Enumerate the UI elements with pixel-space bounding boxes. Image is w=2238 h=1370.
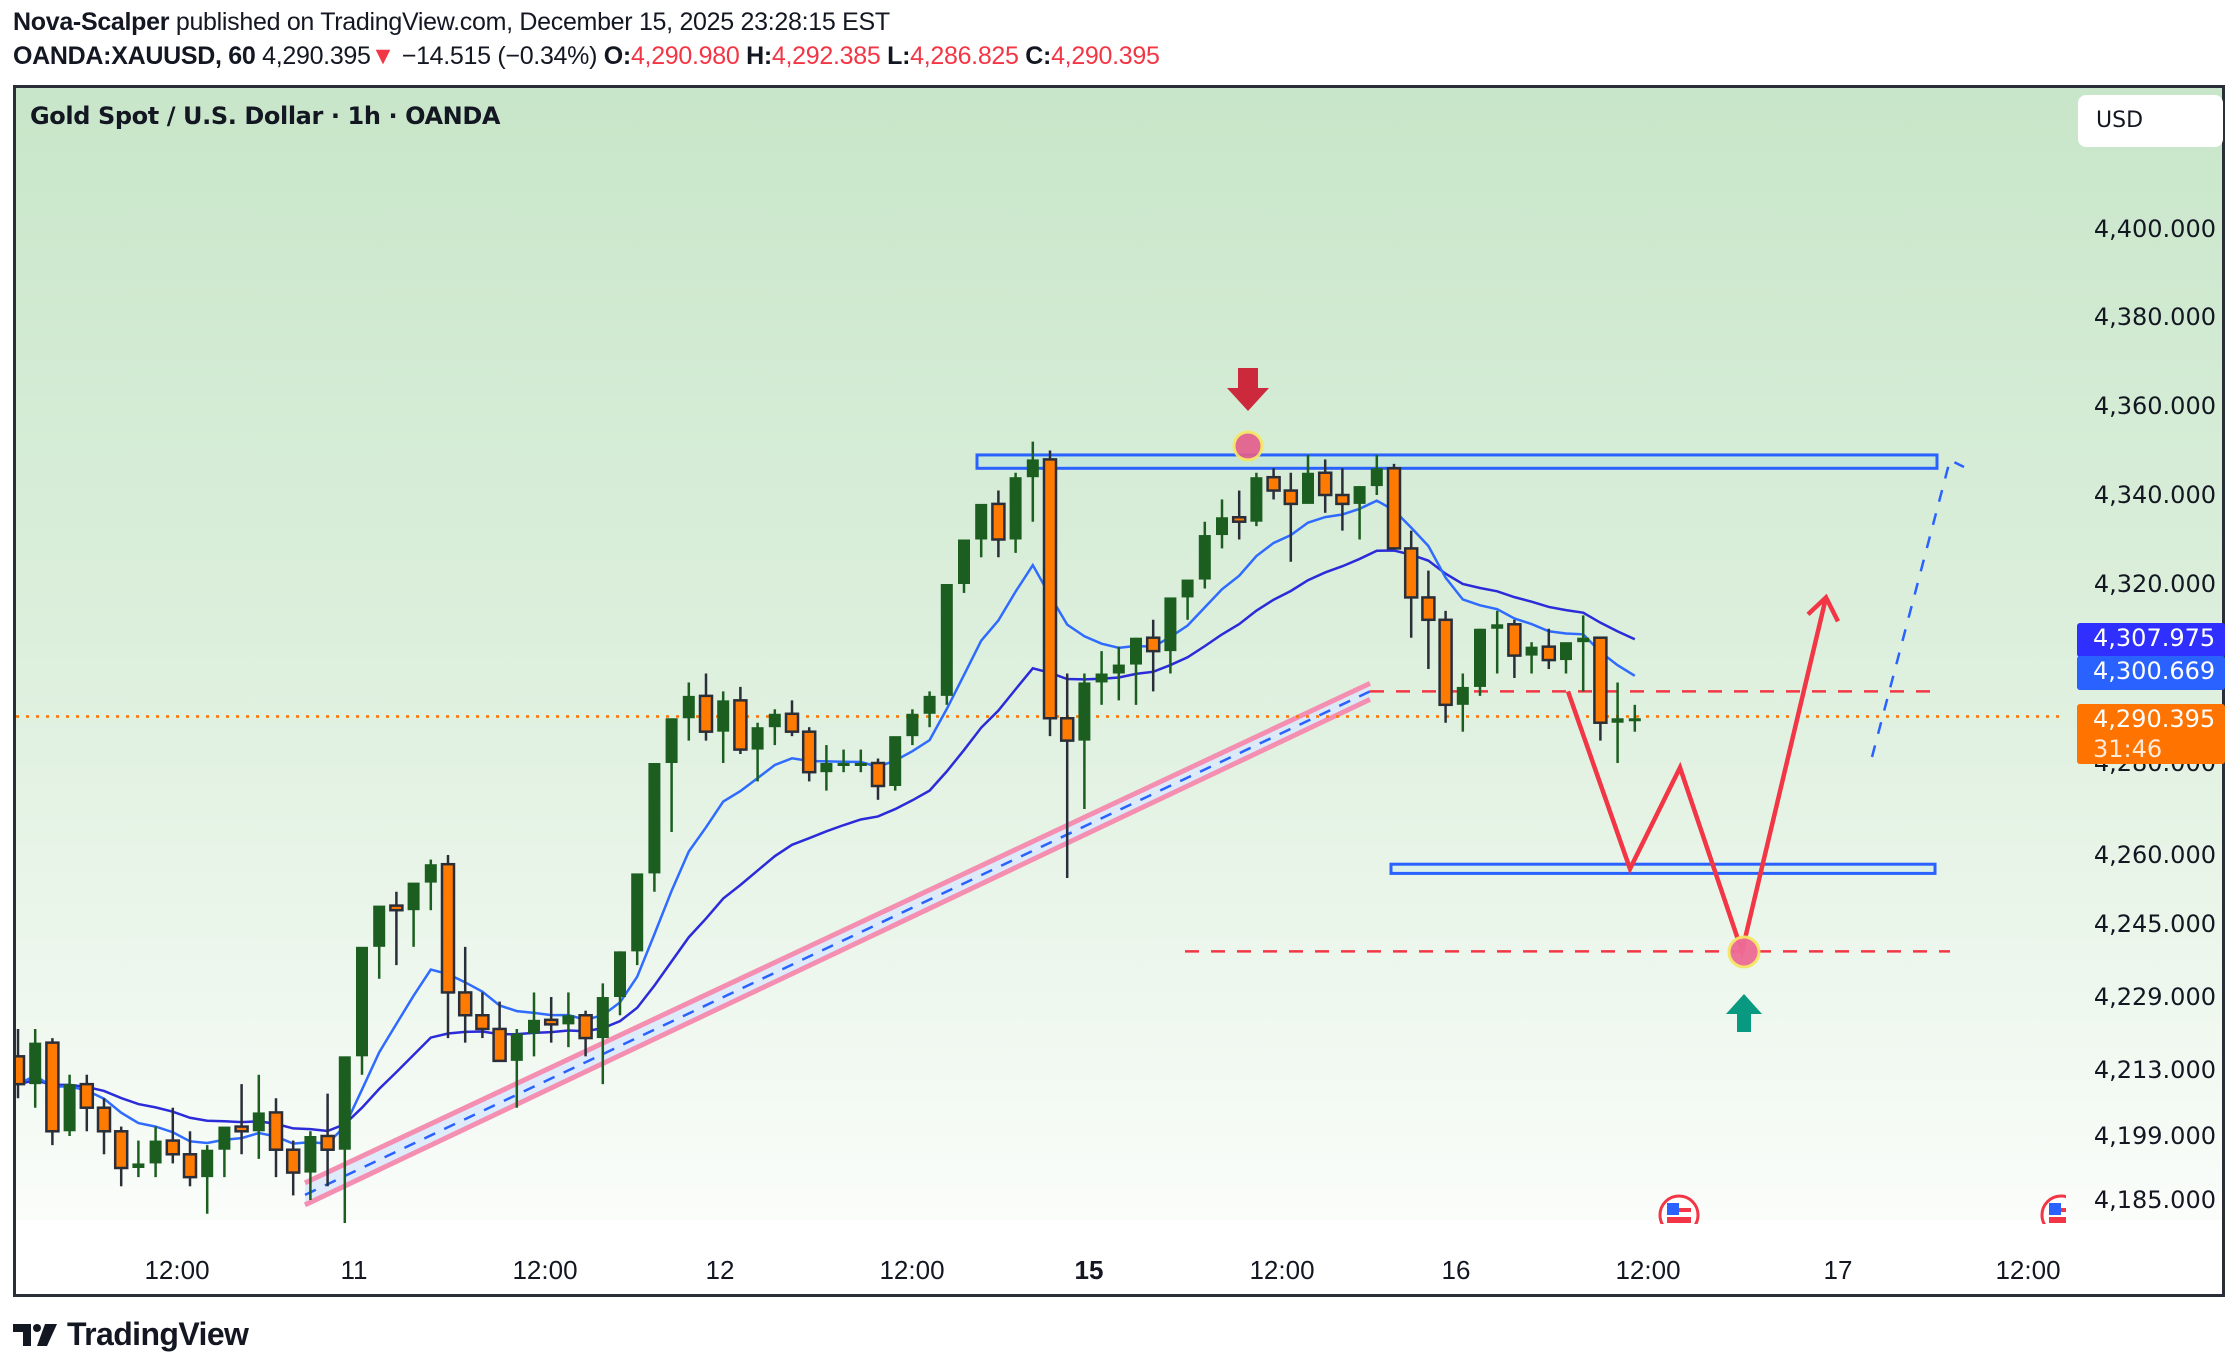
price-tick-label: 4,199.000 <box>2093 1122 2216 1150</box>
tradingview-logo-icon <box>13 1323 57 1346</box>
high-value: 4,292.385 <box>771 42 881 70</box>
ema-value-tag: 4,300.669 <box>2077 656 2225 690</box>
time-tick-label: 12 <box>705 1255 735 1285</box>
last-price: 4,290.395 <box>262 42 371 70</box>
low-value: 4,286.825 <box>910 42 1019 70</box>
price-tick-label: 4,400.000 <box>2093 215 2216 243</box>
close-value: 4,290.395 <box>1051 42 1160 70</box>
time-tick-label: 12:00 <box>144 1255 210 1285</box>
price-tick-label: 4,213.000 <box>2093 1056 2216 1084</box>
price-tick-label: 4,229.000 <box>2093 983 2216 1011</box>
time-tick-label: 12:00 <box>1995 1255 2061 1285</box>
price-tick-label: 4,380.000 <box>2093 303 2216 331</box>
ema-value-tag: 4,307.975 <box>2077 623 2225 657</box>
symbol-label: OANDA:XAUUSD, 60 <box>13 42 256 70</box>
time-tick-label: 12:00 <box>512 1255 578 1285</box>
us-flag-event-icon[interactable] <box>1658 1194 1700 1234</box>
time-axis[interactable] <box>16 1220 2222 1294</box>
us-flag-event-icon[interactable] <box>2040 1194 2080 1234</box>
time-tick-label: 17 <box>1823 1255 1853 1285</box>
price-tick-label: 4,185.000 <box>2093 1186 2216 1214</box>
open-label: O: <box>603 42 631 70</box>
publish-info: Nova-Scalper published on TradingView.co… <box>13 8 890 37</box>
low-label: L: <box>887 42 911 70</box>
price-tick-label: 4,245.000 <box>2093 910 2216 938</box>
time-tick-label: 12:00 <box>879 1255 945 1285</box>
close-label: C: <box>1025 42 1052 70</box>
symbol-ohlc-line: OANDA:XAUUSD, 60 4,290.395▼ −14.515 (−0.… <box>13 42 1160 71</box>
time-tick-label: 12:00 <box>1249 1255 1315 1285</box>
open-value: 4,290.980 <box>630 42 740 70</box>
price-tick-label: 4,260.000 <box>2093 841 2216 869</box>
publish-text: published on TradingView.com, December 1… <box>169 8 890 36</box>
brand-name: TradingView <box>67 1316 249 1352</box>
price-tick-label: 4,320.000 <box>2093 570 2216 598</box>
price-change: −14.515 (−0.34%) <box>401 42 598 70</box>
time-tick-label: 15 <box>1074 1255 1104 1285</box>
price-tick-label: 4,340.000 <box>2093 481 2216 509</box>
time-tick-label: 16 <box>1441 1255 1471 1285</box>
triangle-down-icon: ▼ <box>370 42 396 70</box>
time-tick-label: 11 <box>340 1255 368 1285</box>
time-tick-label: 12:00 <box>1615 1255 1681 1285</box>
last-price-tag: 4,290.395 31:46 <box>2077 704 2225 764</box>
price-tick-label: 4,360.000 <box>2093 392 2216 420</box>
chart-title: Gold Spot / U.S. Dollar · 1h · OANDA <box>30 102 501 130</box>
author-name[interactable]: Nova-Scalper <box>13 8 170 36</box>
currency-button[interactable]: USD <box>2078 95 2223 147</box>
tradingview-logo[interactable]: TradingView <box>13 1316 249 1353</box>
high-label: H: <box>746 42 772 70</box>
